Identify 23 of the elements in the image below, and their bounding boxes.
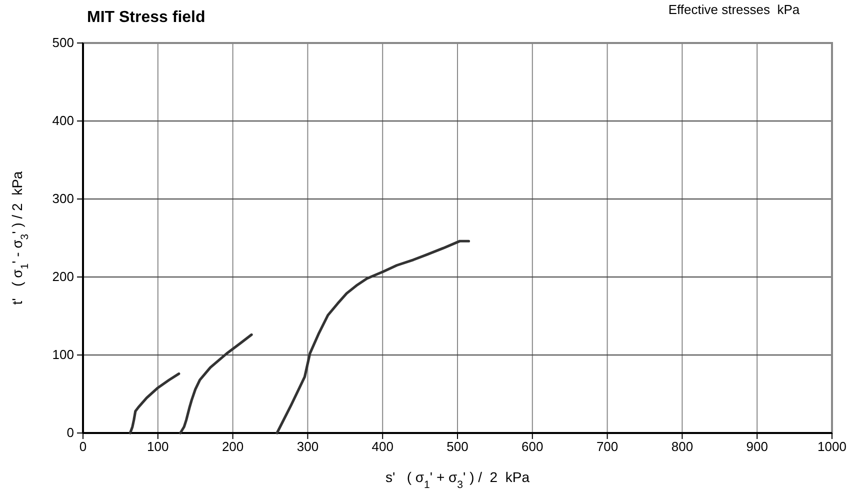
y-tick-label: 100 — [52, 347, 74, 362]
line-series — [179, 333, 253, 434]
x-axis-title: s' ( σ$_{1}$' + σ$_{3}$' ) / 2 kPa — [386, 469, 530, 491]
line-series — [276, 240, 470, 434]
x-tick-label: 0 — [79, 439, 87, 454]
x-tick-label: 600 — [522, 439, 544, 454]
x-tick-label: 200 — [222, 439, 244, 454]
y-tick-label: 200 — [52, 269, 74, 284]
y-tick-label: 500 — [52, 35, 74, 50]
chart-title: MIT Stress field — [87, 9, 206, 26]
y-tick-label: 0 — [66, 425, 74, 440]
x-tick-label: 800 — [671, 439, 694, 454]
x-tick-label: 400 — [372, 439, 394, 454]
x-tick-label: 700 — [596, 439, 618, 454]
text: Effective stresses kPa — [668, 2, 800, 17]
y-tick-label: 300 — [52, 191, 74, 206]
x-tick-label: 300 — [296, 439, 319, 454]
x-tick-label: 1000 — [818, 439, 846, 454]
x-tick-label: 500 — [446, 439, 468, 454]
y-tick-label: 400 — [52, 113, 74, 128]
x-tick-label: 100 — [147, 439, 169, 454]
x-tick-label: 900 — [746, 439, 768, 454]
line-series — [128, 372, 180, 434]
